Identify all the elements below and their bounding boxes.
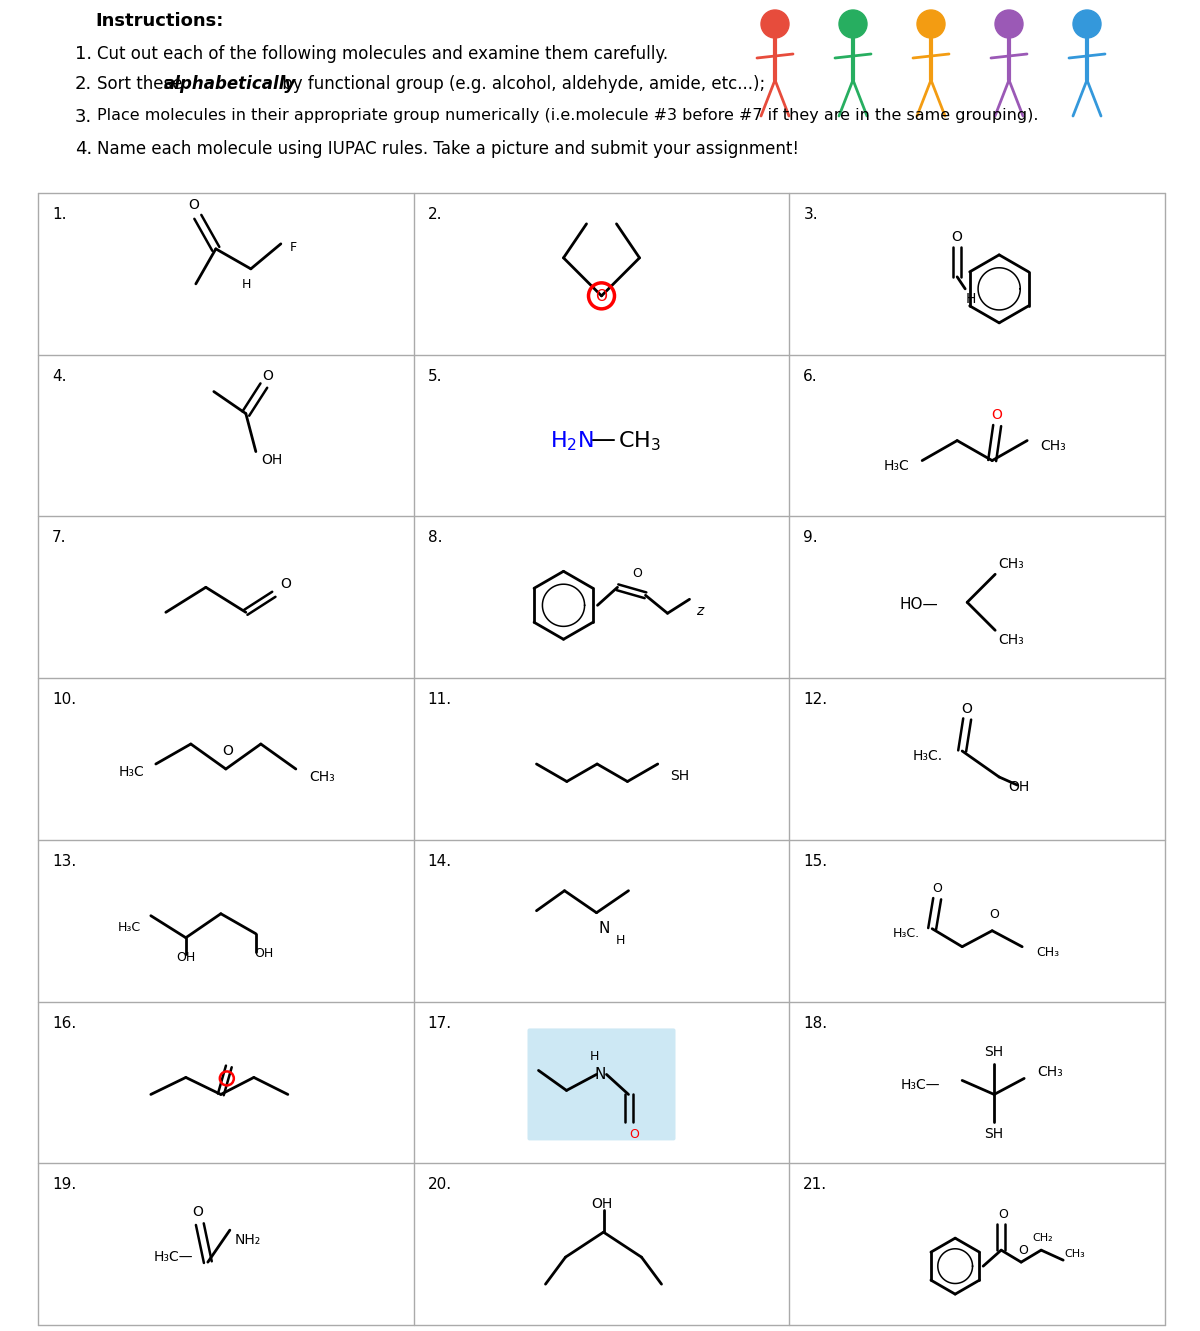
- Text: by functional group (e.g. alcohol, aldehyde, amide, etc...);: by functional group (e.g. alcohol, aldeh…: [277, 75, 766, 93]
- Text: CH₃: CH₃: [998, 558, 1024, 571]
- Text: NH₂: NH₂: [235, 1233, 260, 1247]
- Text: O: O: [1019, 1243, 1028, 1256]
- Text: 8.: 8.: [427, 531, 442, 546]
- Text: CH₃: CH₃: [1040, 439, 1066, 453]
- Text: z: z: [696, 604, 703, 619]
- Text: O: O: [991, 407, 1003, 422]
- Text: 9.: 9.: [803, 531, 818, 546]
- Text: —: —: [592, 427, 616, 451]
- Text: 14.: 14.: [427, 855, 451, 869]
- Text: 1.: 1.: [52, 208, 66, 222]
- Text: H₃C.: H₃C.: [913, 749, 943, 763]
- FancyBboxPatch shape: [528, 1029, 676, 1141]
- Circle shape: [761, 11, 790, 39]
- Text: N: N: [595, 1067, 606, 1082]
- Text: 18.: 18.: [803, 1016, 828, 1030]
- Text: F: F: [289, 241, 296, 254]
- Text: Instructions:: Instructions:: [95, 12, 223, 31]
- Text: OH: OH: [254, 948, 274, 960]
- Text: O: O: [188, 198, 199, 212]
- Circle shape: [995, 11, 1022, 39]
- Text: 1.: 1.: [74, 45, 92, 63]
- Text: H₃C—: H₃C—: [154, 1250, 193, 1264]
- Text: 5.: 5.: [427, 369, 442, 383]
- Text: 4.: 4.: [52, 369, 66, 383]
- Text: 13.: 13.: [52, 855, 77, 869]
- Text: OH: OH: [1008, 780, 1030, 795]
- Text: H₃C.: H₃C.: [893, 928, 919, 940]
- Text: CH$_3$: CH$_3$: [618, 430, 661, 454]
- Text: H₃C—: H₃C—: [900, 1078, 940, 1093]
- Circle shape: [839, 11, 866, 39]
- Text: O: O: [932, 882, 942, 896]
- Text: SH: SH: [985, 1127, 1003, 1142]
- Text: 7.: 7.: [52, 531, 66, 546]
- Text: 6.: 6.: [803, 369, 818, 383]
- Text: O: O: [595, 289, 607, 305]
- Text: Place molecules in their appropriate group numerically (i.e.molecule #3 before #: Place molecules in their appropriate gro…: [97, 108, 1038, 122]
- Text: 20.: 20.: [427, 1178, 451, 1193]
- Text: Cut out each of the following molecules and examine them carefully.: Cut out each of the following molecules …: [97, 45, 668, 63]
- Text: O: O: [632, 567, 642, 580]
- Text: 15.: 15.: [803, 855, 828, 869]
- Text: H: H: [616, 934, 625, 948]
- Text: O: O: [961, 701, 973, 716]
- Text: 17.: 17.: [427, 1016, 451, 1030]
- Text: H₃C: H₃C: [118, 921, 140, 934]
- Text: 10.: 10.: [52, 692, 76, 707]
- Text: 2.: 2.: [427, 208, 442, 222]
- Text: CH₂: CH₂: [1033, 1233, 1054, 1243]
- Text: CH₃: CH₃: [1037, 1065, 1063, 1079]
- Text: O: O: [998, 1207, 1008, 1221]
- Text: O: O: [263, 369, 274, 382]
- Text: SH: SH: [670, 769, 689, 783]
- Text: O: O: [192, 1205, 203, 1219]
- Text: H₃C: H₃C: [883, 459, 910, 473]
- Circle shape: [917, 11, 946, 39]
- Text: O: O: [630, 1127, 640, 1141]
- Text: Sort these: Sort these: [97, 75, 187, 93]
- Text: OH: OH: [176, 952, 196, 964]
- Text: OH: OH: [590, 1197, 612, 1211]
- Text: 3.: 3.: [803, 208, 818, 222]
- Text: H₃C: H₃C: [119, 765, 145, 779]
- Text: N: N: [599, 921, 610, 936]
- Text: 21.: 21.: [803, 1178, 828, 1193]
- Text: alphabetically: alphabetically: [164, 75, 296, 93]
- Text: H: H: [966, 291, 977, 306]
- Text: Name each molecule using IUPAC rules. Take a picture and submit your assignment!: Name each molecule using IUPAC rules. Ta…: [97, 140, 799, 158]
- Text: CH₃: CH₃: [998, 634, 1024, 647]
- Text: O: O: [281, 578, 292, 591]
- Circle shape: [1073, 11, 1102, 39]
- Text: HO—: HO—: [900, 596, 938, 612]
- Text: CH₃: CH₃: [1064, 1248, 1086, 1259]
- Text: 3.: 3.: [74, 108, 92, 126]
- Text: CH₃: CH₃: [308, 771, 335, 784]
- Text: H: H: [242, 278, 252, 291]
- Text: O: O: [952, 230, 962, 244]
- Text: O: O: [989, 908, 1000, 921]
- Text: OH: OH: [262, 453, 282, 467]
- Text: 12.: 12.: [803, 692, 828, 707]
- Text: 16.: 16.: [52, 1016, 77, 1030]
- Text: 4.: 4.: [74, 140, 92, 158]
- Text: H: H: [590, 1050, 599, 1063]
- Text: H$_2$N: H$_2$N: [550, 430, 594, 454]
- Text: 19.: 19.: [52, 1178, 77, 1193]
- Text: CH₃: CH₃: [1037, 946, 1060, 960]
- Text: O: O: [222, 744, 233, 757]
- Text: 11.: 11.: [427, 692, 451, 707]
- Text: SH: SH: [985, 1045, 1003, 1059]
- Text: 2.: 2.: [74, 75, 92, 93]
